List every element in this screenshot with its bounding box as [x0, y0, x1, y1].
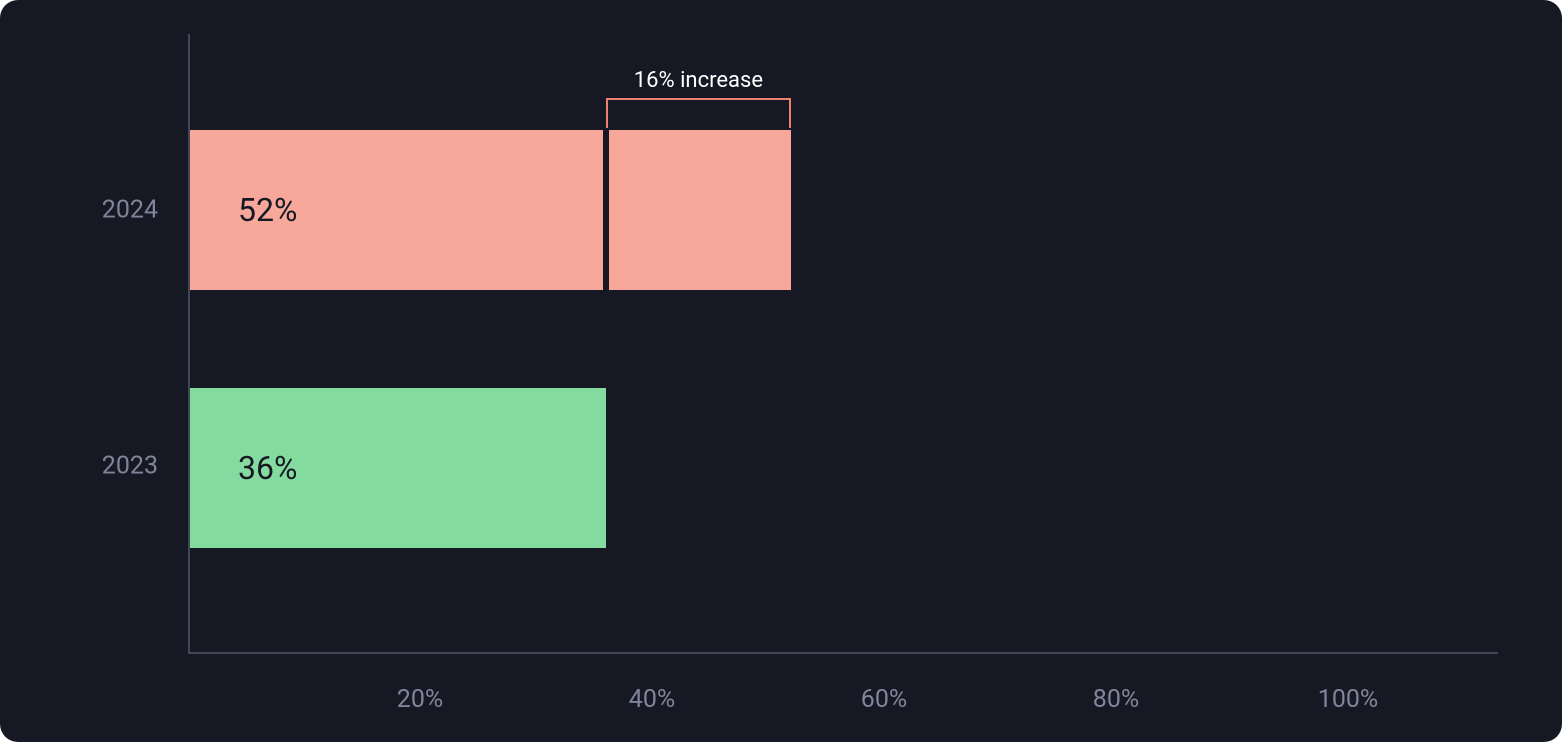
x-tick-label: 80% [1093, 685, 1139, 714]
x-tick-label: 60% [861, 685, 907, 714]
bar-value-label: 36% [238, 449, 297, 487]
chart-canvas: 20% 40% 60% 80% 100% 2024 2023 52% 36% 16% increa… [0, 0, 1562, 742]
x-tick-label: 40% [629, 685, 675, 714]
increase-bracket [606, 98, 792, 128]
bar-divider [603, 130, 609, 290]
x-tick-label: 100% [1318, 685, 1378, 714]
y-tick-label: 2023 [102, 452, 158, 481]
y-tick-label: 2024 [102, 196, 158, 225]
y-axis [188, 34, 190, 652]
bar-value-label: 52% [238, 191, 297, 229]
increase-label: 16% increase [634, 68, 763, 93]
x-axis [188, 652, 1498, 654]
x-tick-label: 20% [397, 685, 443, 714]
